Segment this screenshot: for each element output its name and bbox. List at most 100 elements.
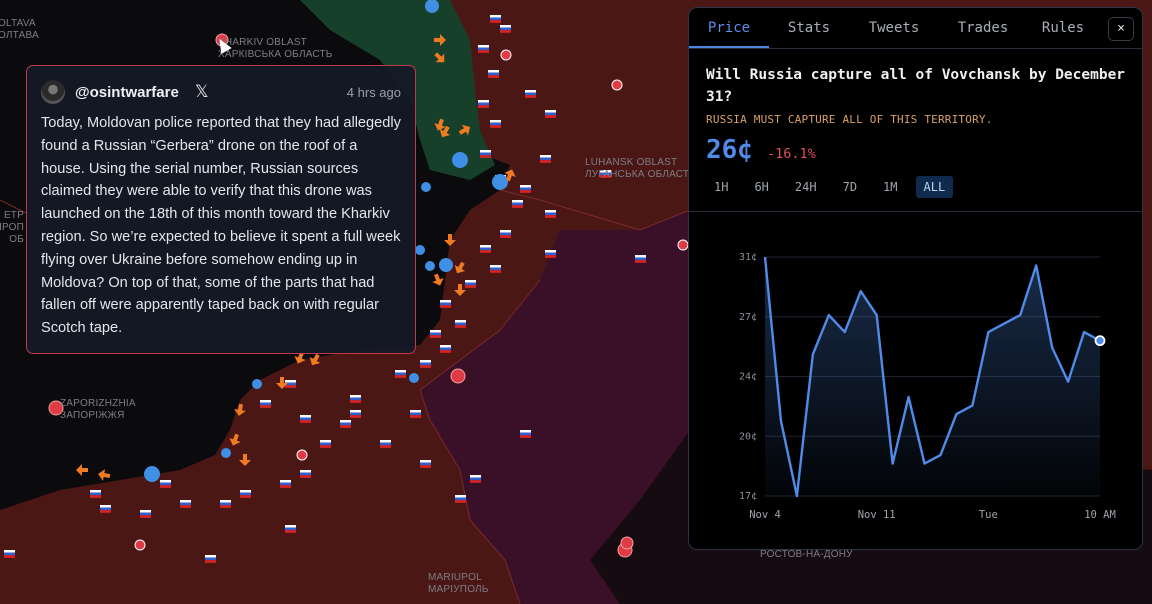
range-6h[interactable]: 6H [754,180,769,194]
russian-flag-icon [488,70,499,78]
flag-stripe [520,185,531,188]
flag-stripe [180,505,191,508]
advance-arrow-icon [432,273,444,286]
flag-stripe [260,402,271,406]
russian-flag-icon [540,155,551,163]
tab-rules[interactable]: Rules [1041,20,1085,36]
flag-stripe [478,47,489,51]
flag-stripe [488,75,499,78]
flag-stripe [470,477,481,481]
range-all[interactable]: ALL [915,176,954,198]
map-label-line: ZAPORIZHZHIA [60,398,136,409]
flag-stripe [440,350,451,353]
flag-stripe [410,415,421,418]
flag-stripe [420,465,431,468]
advance-arrow-icon [234,403,246,416]
flag-stripe [440,345,451,348]
tab-price[interactable]: Price [689,8,769,48]
flag-stripe [490,17,501,21]
russian-flag-icon [100,505,111,513]
hospital-marker-icon [611,79,623,91]
russian-flag-icon [300,470,311,478]
flag-stripe [635,260,646,263]
russian-flag-icon [430,330,441,338]
russian-flag-icon [478,100,489,108]
flag-stripe [205,560,216,563]
flag-stripe [488,70,499,73]
flag-stripe [240,492,251,496]
tab-trades[interactable]: Trades [957,20,1009,36]
flag-stripe [220,505,231,508]
flag-stripe [520,430,531,433]
ukraine-position-marker [452,152,468,168]
flag-stripe [300,420,311,423]
flag-stripe [520,190,531,193]
tab-stats[interactable]: Stats [787,20,831,36]
russian-flag-icon [410,410,421,418]
flag-stripe [520,432,531,436]
flag-stripe [455,500,466,503]
flag-stripe [420,362,431,366]
map-label-dnipro: ЕТРПРОПОБ [0,210,24,246]
flag-stripe [490,20,501,23]
flag-stripe [380,445,391,448]
ukraine-position-marker [439,258,453,272]
range-1m[interactable]: 1M [883,180,898,194]
flag-stripe [4,552,15,556]
flag-stripe [90,495,101,498]
range-24h[interactable]: 24H [794,180,817,194]
russian-flag-icon [490,265,501,273]
flag-stripe [285,382,296,386]
flag-stripe [350,395,361,398]
russian-flag-icon [465,280,476,288]
flag-stripe [285,380,296,383]
advance-arrow-icon [434,34,446,46]
russian-flag-icon [420,360,431,368]
tweet-card[interactable]: @osintwarfare 𝕏 4 hrs ago Today, Moldova… [26,65,416,354]
x-tick-label: 10 AM [1084,509,1116,521]
russian-flag-icon [300,415,311,423]
advance-arrow-icon [98,469,111,481]
flag-stripe [350,412,361,416]
map-label-line: KHARKIV OBLAST [218,37,307,48]
price-chart[interactable]: 31¢ 27¢ 24¢ 20¢ 17¢ Nov 4 Nov 11 Tue 10 AM [689,223,1143,533]
flag-stripe [545,110,556,113]
tab-tweets[interactable]: Tweets [868,20,920,36]
russian-flag-icon [520,185,531,193]
advance-arrow-icon [294,351,306,364]
russian-flag-icon [260,400,271,408]
flag-stripe [480,155,491,158]
flag-stripe [512,205,523,208]
flag-stripe [600,172,611,176]
flag-stripe [410,412,421,416]
flag-stripe [478,50,489,53]
ukraine-position-marker [252,379,262,389]
russian-flag-icon [520,430,531,438]
flag-stripe [490,267,501,271]
x-logo-icon: 𝕏 [194,82,209,101]
russian-flag-icon [220,500,231,508]
x-tick-label: Nov 4 [749,509,781,521]
range-1h[interactable]: 1H [714,180,729,194]
current-price: 26¢ [706,135,753,165]
close-button[interactable]: × [1108,17,1134,41]
flag-stripe [545,215,556,218]
map-label-poltava: OLTAVA ОЛТАВА [0,18,39,42]
flag-stripe [465,280,476,283]
divider [689,211,1142,212]
flag-stripe [500,232,511,236]
flag-stripe [100,505,111,508]
last-price-marker [1094,335,1106,347]
hospital-marker-icon [500,49,512,61]
flag-stripe [478,100,489,103]
russian-flag-icon [90,490,101,498]
x-tick-label: Tue [979,509,998,521]
flag-stripe [500,25,511,28]
flag-stripe [220,502,231,506]
tweet-handle[interactable]: @osintwarfare [75,83,179,101]
flag-stripe [480,150,491,153]
map-label-mariupol: MARIUPOL МАРІУПОЛЬ [428,572,489,596]
flag-stripe [490,120,501,123]
range-7d[interactable]: 7D [842,180,858,194]
flag-stripe [488,72,499,76]
